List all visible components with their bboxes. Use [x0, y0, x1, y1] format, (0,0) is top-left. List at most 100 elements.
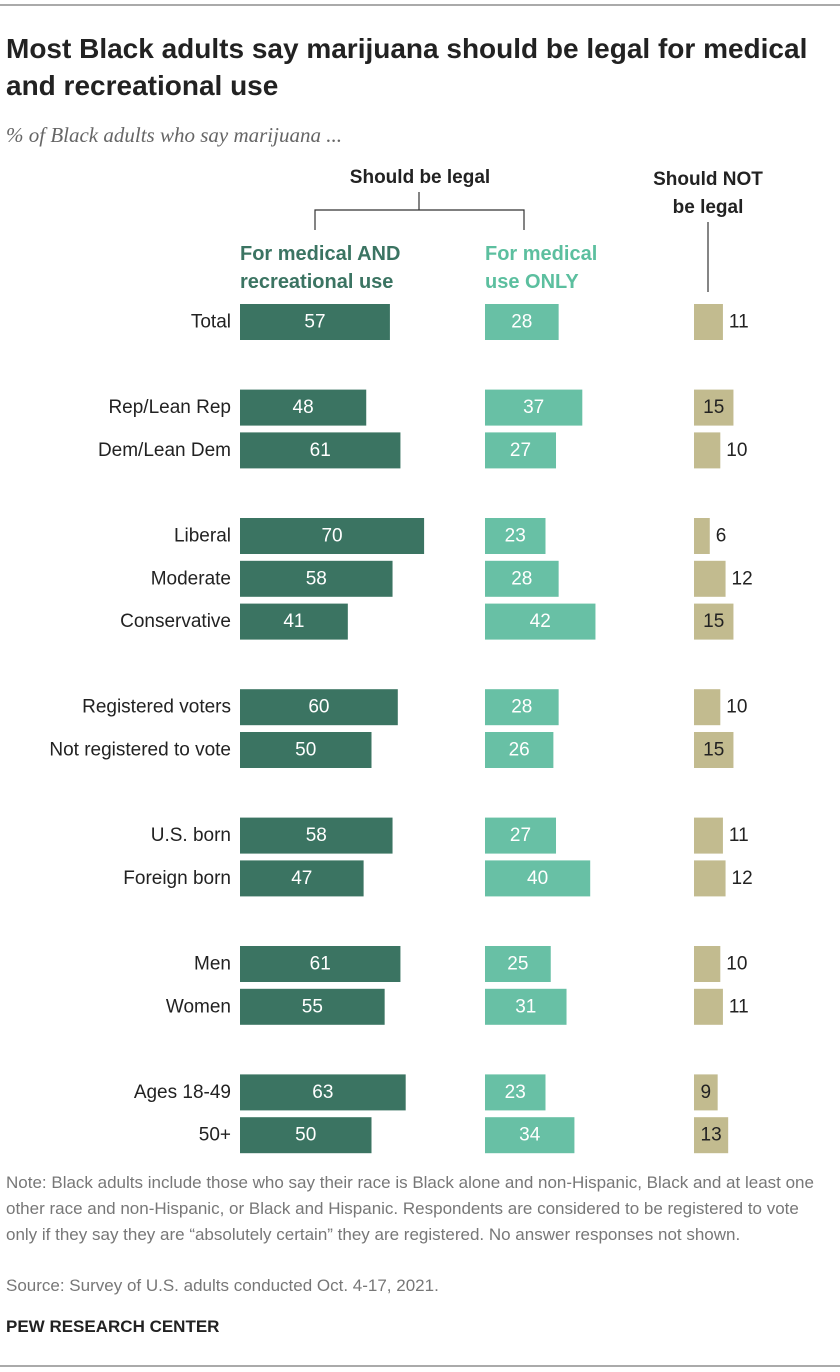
bar [485, 1117, 575, 1154]
bar [485, 603, 596, 640]
bar [485, 518, 546, 554]
category-label: Total [191, 312, 231, 333]
value-label: 12 [732, 868, 753, 889]
value-label: 58 [306, 568, 327, 589]
bar [485, 304, 559, 340]
bar [240, 603, 348, 640]
bar [694, 389, 734, 426]
bar [694, 988, 723, 1025]
category-label: Registered voters [82, 697, 231, 718]
series-label: For medical use ONLY [485, 243, 598, 293]
group-bracket [314, 192, 525, 230]
category-label: 50+ [199, 1125, 231, 1146]
category-label: Ages 18-49 [134, 1082, 231, 1103]
value-label: 61 [310, 954, 331, 975]
bar [694, 860, 726, 897]
bar [240, 946, 401, 982]
category-label: U.S. born [151, 825, 231, 846]
value-label: 40 [527, 868, 548, 889]
value-label: 9 [701, 1082, 712, 1103]
series-label: Should NOT be legal [653, 169, 763, 218]
chart-subtitle: % of Black adults who say marijuana ... [6, 123, 342, 147]
bar [694, 304, 723, 340]
bar [485, 1074, 546, 1111]
value-label: 57 [304, 312, 325, 333]
bar [694, 560, 726, 597]
value-label: 10 [726, 697, 747, 718]
bar [240, 518, 425, 554]
bar [485, 432, 557, 469]
bar [240, 560, 393, 597]
value-label: 42 [530, 611, 551, 632]
value-label: 26 [509, 740, 530, 761]
category-label: Not registered to vote [49, 740, 231, 761]
value-label: 25 [507, 954, 528, 975]
bar [485, 988, 567, 1025]
value-label: 12 [732, 568, 753, 589]
value-label: 10 [726, 440, 747, 461]
category-label: Rep/Lean Rep [108, 397, 231, 418]
value-label: 70 [321, 526, 342, 547]
value-label: 15 [703, 397, 724, 418]
category-label: Liberal [174, 526, 231, 547]
category-label: Women [166, 996, 231, 1017]
bar [694, 432, 721, 469]
value-label: 58 [306, 825, 327, 846]
group-label: Should be legal [349, 167, 491, 188]
value-label: 28 [511, 697, 532, 718]
bar [240, 732, 372, 768]
value-label: 15 [703, 740, 724, 761]
value-label: 61 [310, 440, 331, 461]
value-label: 28 [511, 312, 532, 333]
value-label: 50 [295, 1125, 316, 1146]
bar [485, 860, 591, 897]
category-label: Moderate [151, 568, 231, 589]
value-label: 41 [283, 611, 304, 632]
value-label: 11 [729, 825, 749, 846]
bar [240, 432, 401, 469]
bar [485, 560, 559, 597]
series-label: For medical AND recreational use [240, 243, 401, 293]
category-label: Conservative [120, 611, 231, 632]
bar [694, 603, 734, 640]
bar [485, 689, 559, 726]
bar [694, 689, 721, 726]
credit: PEW RESEARCH CENTER [6, 1317, 220, 1336]
bar [694, 946, 721, 982]
category-label: Foreign born [123, 868, 231, 889]
bar [240, 817, 393, 854]
value-label: 11 [729, 312, 749, 333]
value-label: 55 [302, 996, 323, 1017]
bar [694, 1074, 718, 1111]
bar [694, 817, 723, 854]
value-label: 6 [716, 526, 727, 547]
bar [240, 389, 367, 426]
value-label: 13 [701, 1125, 722, 1146]
source: Source: Survey of U.S. adults conducted … [6, 1276, 439, 1295]
bar [240, 988, 385, 1025]
bar [240, 1117, 372, 1154]
value-label: 37 [523, 397, 544, 418]
bar [240, 689, 398, 726]
value-label: 15 [703, 611, 724, 632]
bar [485, 389, 583, 426]
category-label: Dem/Lean Dem [98, 440, 231, 461]
value-label: 27 [510, 440, 531, 461]
value-label: 10 [726, 954, 747, 975]
value-label: 47 [291, 868, 312, 889]
value-label: 63 [312, 1082, 333, 1103]
bar [694, 518, 710, 554]
bar [485, 732, 554, 768]
note: Note: Black adults include those who say… [6, 1173, 814, 1244]
bar [694, 732, 734, 768]
value-label: 23 [505, 526, 526, 547]
chart-title: Most Black adults say marijuana should b… [6, 33, 808, 101]
value-label: 27 [510, 825, 531, 846]
value-label: 34 [519, 1125, 541, 1146]
bar [240, 860, 364, 897]
bar [485, 946, 551, 982]
value-label: 31 [515, 996, 536, 1017]
value-label: 23 [505, 1082, 526, 1103]
